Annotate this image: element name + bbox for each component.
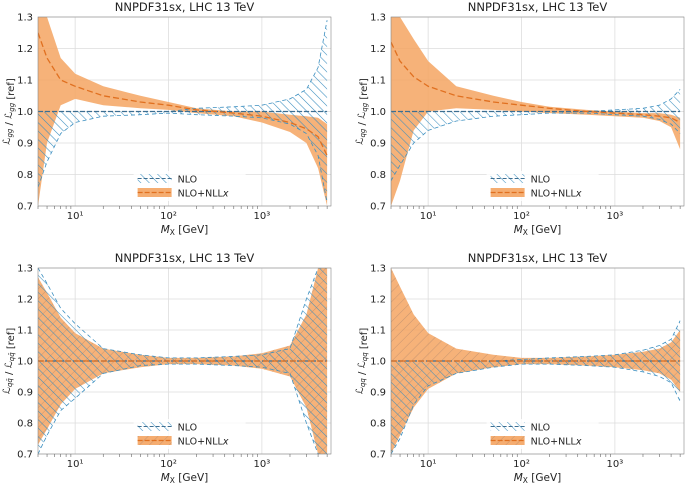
y-tick-label: 1.1 (17, 326, 33, 337)
y-axis-label: ℒqg / ℒqg [ref] (355, 78, 370, 145)
plot-frame (37, 16, 332, 207)
x-tick-label: 10² (513, 459, 530, 470)
x-tick-label: 10¹ (67, 459, 84, 470)
x-tick-label: 10¹ (67, 211, 84, 222)
y-tick-label: 0.9 (370, 139, 386, 150)
nlo-lower-edge (391, 112, 681, 181)
chart-panel-3: 0.7 0.8 0.9 1.0 1.1 1.2 1.3 10¹ 10² 10³ NNPDF31sx,… (2, 251, 332, 485)
legend-label-nlo: NLO (178, 423, 198, 434)
nlo-upper-edge (391, 320, 681, 362)
y-tick-label: 1.1 (370, 326, 386, 337)
y-tick-label: 1.0 (17, 107, 33, 118)
chart-panel-1: 0.7 0.8 0.9 1.0 1.1 1.2 1.3 10¹ 10² 10³ NNPDF31sx,… (2, 0, 332, 237)
nllx-center-line (391, 41, 681, 124)
nlo-band (391, 89, 681, 181)
plot-frame (390, 267, 685, 455)
y-tick-label: 0.7 (17, 202, 33, 213)
legend: NLO NLO+NLLx (486, 171, 599, 201)
nllx-center-line (38, 32, 328, 156)
chart-title: NNPDF31sx, LHC 13 TeV (468, 0, 608, 14)
y-tick-label: 0.9 (370, 388, 386, 399)
chart-panel-2: 0.7 0.8 0.9 1.0 1.1 1.2 1.3 10¹ 10² 10³ NNPDF31sx,… (355, 0, 685, 237)
legend-swatch-nlo (137, 422, 172, 431)
legend-label-nllx: NLO+NLLx (178, 189, 229, 200)
y-axis-label: ℒqq̄ / ℒqq̄ [ref] (2, 328, 17, 395)
y-tick-label: 1.2 (370, 44, 386, 55)
x-axis-label: MX [GeV] (514, 472, 562, 485)
x-tick-label: 10¹ (420, 211, 437, 222)
chart-title: NNPDF31sx, LHC 13 TeV (115, 251, 255, 265)
chart-title: NNPDF31sx, LHC 13 TeV (115, 0, 255, 14)
nlo-upper-edge (38, 268, 328, 359)
plot-area (391, 17, 681, 206)
x-tick-label: 10¹ (420, 459, 437, 470)
y-tick-label: 1.2 (17, 44, 33, 55)
x-tick-label: 10³ (607, 459, 624, 470)
legend-swatch-nlo (490, 422, 525, 431)
x-tick-label: 10³ (607, 211, 624, 222)
chart-panel-4: 0.7 0.8 0.9 1.0 1.1 1.2 1.3 10¹ 10² 10³ NNPDF31sx,… (355, 251, 685, 485)
nlo-lower-edge (38, 112, 328, 203)
y-tick-label: 0.9 (17, 388, 33, 399)
y-tick-label: 1.3 (370, 13, 386, 24)
legend-label-nllx: NLO+NLLx (531, 437, 582, 448)
y-tick-label: 0.8 (17, 419, 33, 430)
y-tick-label: 1.0 (370, 357, 386, 368)
y-tick-label: 1.3 (17, 13, 33, 24)
plot-area (391, 268, 681, 454)
y-tick-label: 0.8 (17, 170, 33, 181)
plot-frame (37, 267, 332, 455)
nlo-upper-edge (38, 20, 328, 112)
x-axis-label: MX [GeV] (161, 472, 209, 485)
chart-title: NNPDF31sx, LHC 13 TeV (468, 251, 608, 265)
legend-label-nllx: NLO+NLLx (178, 437, 229, 448)
legend: NLO NLO+NLLx (133, 419, 246, 449)
y-tick-label: 1.0 (370, 107, 386, 118)
y-axis-label: ℒgg / ℒgg [ref] (2, 78, 17, 145)
y-tick-label: 0.7 (370, 202, 386, 213)
legend-label-nlo: NLO (531, 423, 551, 434)
y-tick-label: 1.0 (17, 357, 33, 368)
y-tick-label: 0.7 (17, 450, 33, 461)
x-tick-label: 10² (160, 211, 177, 222)
y-tick-label: 0.9 (17, 139, 33, 150)
legend-label-nlo: NLO (531, 175, 551, 186)
plot-area (38, 17, 328, 206)
y-tick-label: 0.8 (370, 170, 386, 181)
y-tick-label: 1.1 (370, 76, 386, 87)
plot-area (38, 268, 328, 454)
x-axis-label: MX [GeV] (514, 224, 562, 237)
x-tick-label: 10² (513, 211, 530, 222)
y-axis-label: ℒqq / ℒqq [ref] (355, 328, 370, 395)
x-tick-label: 10² (160, 459, 177, 470)
legend: NLO NLO+NLLx (133, 171, 246, 201)
y-tick-label: 0.7 (370, 450, 386, 461)
y-tick-label: 1.3 (17, 264, 33, 275)
x-tick-label: 10³ (254, 459, 271, 470)
legend-label-nllx: NLO+NLLx (531, 189, 582, 200)
legend: NLO NLO+NLLx (486, 419, 599, 449)
y-tick-label: 1.2 (17, 295, 33, 306)
legend-swatch-nlo (137, 174, 172, 183)
plot-frame (390, 16, 685, 207)
y-tick-label: 1.1 (17, 76, 33, 87)
x-axis-label: MX [GeV] (161, 224, 209, 237)
y-tick-label: 1.3 (370, 264, 386, 275)
nlo-lower-edge (391, 363, 681, 454)
nlo-lower-edge (38, 363, 328, 454)
y-tick-label: 0.8 (370, 419, 386, 430)
x-tick-label: 10³ (254, 211, 271, 222)
legend-label-nlo: NLO (178, 175, 198, 186)
legend-swatch-nlo (490, 174, 525, 183)
y-tick-label: 1.2 (370, 295, 386, 306)
